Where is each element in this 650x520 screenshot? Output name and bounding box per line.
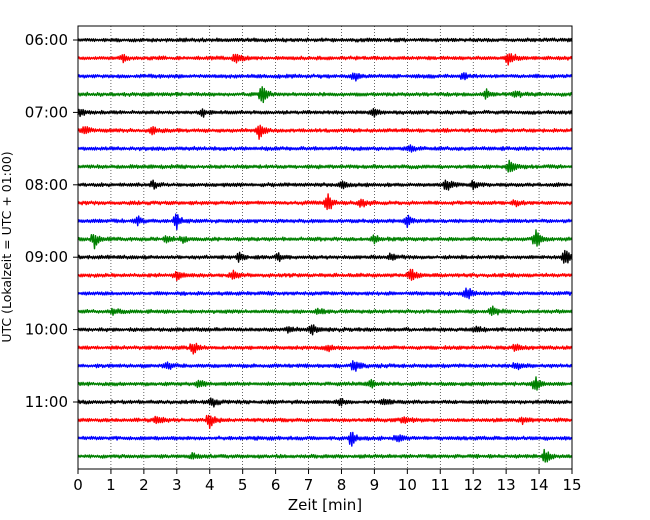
x-tick-label: 7 (304, 476, 314, 494)
x-tick-label: 12 (464, 476, 483, 494)
trace-0600 (77, 37, 573, 43)
trace-1130 (77, 431, 573, 447)
trace-0730 (77, 144, 573, 153)
y-tick-label: 10:00 (25, 321, 68, 339)
x-tick-label: 4 (205, 476, 215, 494)
plot-frame (77, 25, 573, 470)
trace-1015 (77, 342, 573, 355)
trace-0745 (77, 159, 573, 173)
x-tick-label: 1 (106, 476, 116, 494)
trace-0830 (77, 213, 573, 231)
y-tick-label: 07:00 (25, 103, 68, 121)
trace-0715 (77, 124, 573, 140)
y-axis-ticks: 06:00 07:00 08:00 09:00 10:00 11:00 (25, 31, 78, 411)
seismic-traces (77, 37, 573, 463)
trace-0700 (77, 107, 573, 118)
x-tick-label: 8 (337, 476, 347, 494)
y-tick-label: 09:00 (25, 248, 68, 266)
trace-0915 (77, 268, 573, 282)
x-tick-label: 13 (497, 476, 516, 494)
x-tick-label: 3 (172, 476, 182, 494)
x-tick-label: 9 (370, 476, 380, 494)
x-tick-label: 5 (238, 476, 248, 494)
x-tick-label: 6 (271, 476, 281, 494)
x-tick-label: 2 (139, 476, 149, 494)
x-tick-label: 15 (562, 476, 581, 494)
trace-0930 (77, 287, 573, 300)
trace-0615 (77, 53, 573, 66)
y-tick-label: 06:00 (25, 31, 68, 49)
trace-1115 (77, 414, 573, 429)
x-tick-label: 14 (530, 476, 549, 494)
x-tick-label: 10 (398, 476, 417, 494)
x-tick-label: 0 (73, 476, 83, 494)
y-tick-label: 08:00 (25, 176, 68, 194)
trace-1145 (77, 448, 573, 463)
trace-0645 (77, 86, 573, 104)
trace-1000 (77, 324, 573, 336)
trace-0945 (77, 305, 573, 316)
plot-area (78, 26, 572, 469)
trace-1100 (77, 397, 573, 408)
vertical-grid (110, 26, 540, 469)
trace-0815 (77, 193, 573, 211)
x-axis-ticks: 0 1 2 3 4 5 6 7 8 9 10 11 12 13 14 15 (73, 469, 582, 494)
trace-1030 (77, 360, 573, 372)
trace-0800 (77, 179, 573, 191)
trace-0630 (77, 72, 573, 82)
trace-0900 (77, 249, 573, 264)
y-tick-label: 11:00 (25, 393, 68, 411)
trace-1045 (77, 376, 573, 391)
x-axis-label: Zeit [min] (288, 496, 362, 514)
y-axis-label: UTC (Lokalzeit = UTC + 01:00) (0, 151, 14, 342)
trace-0845 (77, 229, 573, 250)
x-tick-label: 11 (431, 476, 450, 494)
